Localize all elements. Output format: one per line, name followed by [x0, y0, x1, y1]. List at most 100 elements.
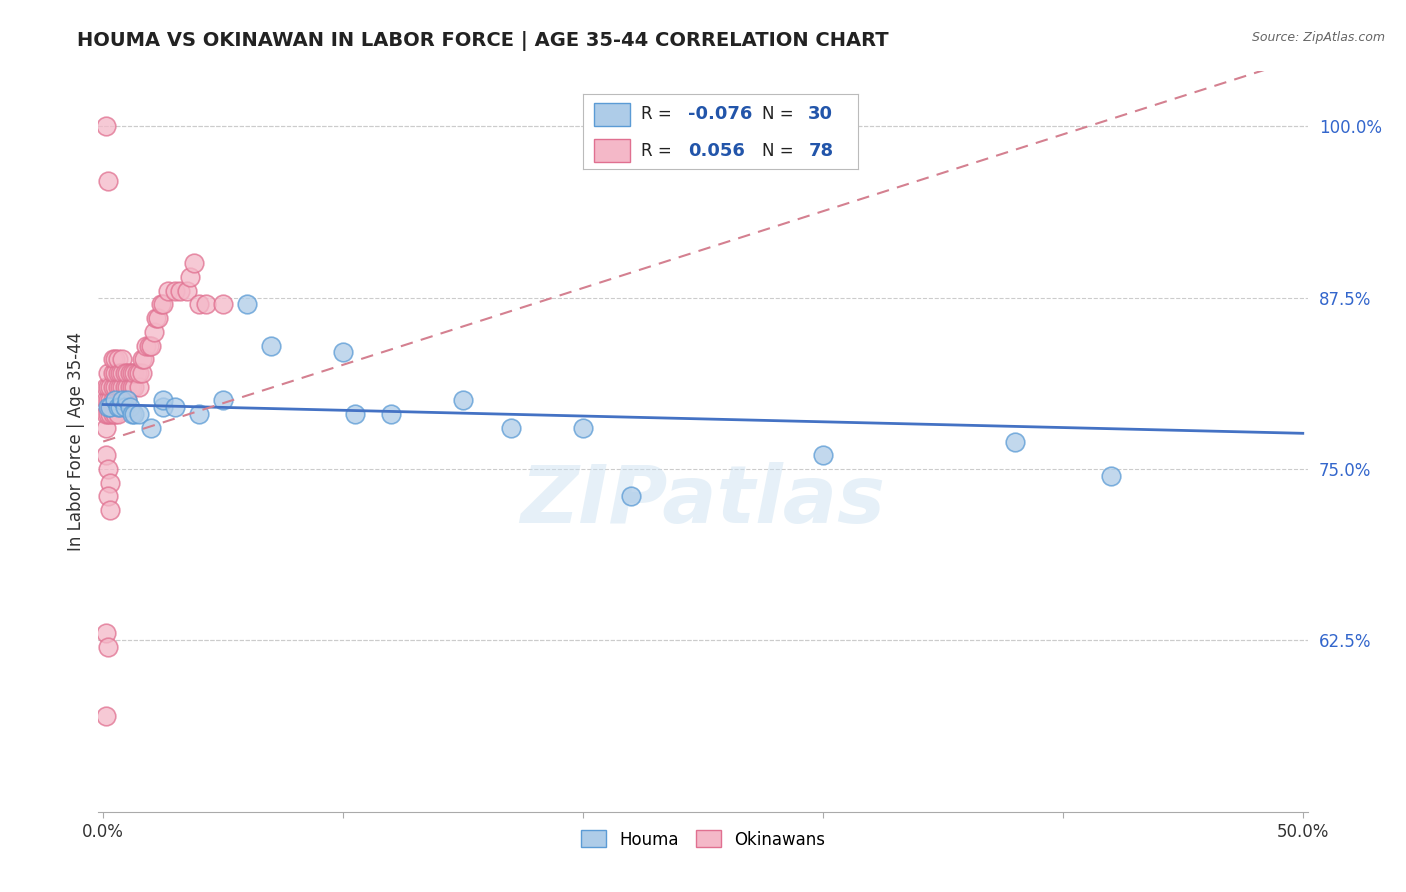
Point	[132, 352, 155, 367]
Point	[115, 393, 138, 408]
Point	[94, 708, 117, 723]
Text: R =: R =	[641, 105, 678, 123]
Point	[97, 393, 120, 408]
Bar	[595, 139, 630, 161]
Point	[94, 380, 117, 394]
Point	[188, 297, 211, 311]
Point	[101, 380, 124, 394]
Point	[104, 380, 127, 394]
Point	[108, 380, 131, 394]
Point	[97, 489, 120, 503]
Point	[124, 380, 146, 394]
Point	[332, 345, 354, 359]
Y-axis label: In Labor Force | Age 35-44: In Labor Force | Age 35-44	[66, 332, 84, 551]
Point	[94, 421, 117, 435]
Text: N =: N =	[762, 105, 799, 123]
Point	[115, 380, 138, 394]
Point	[118, 401, 141, 415]
Point	[380, 407, 402, 421]
Point	[108, 366, 131, 380]
Point	[152, 297, 174, 311]
Point	[108, 393, 131, 408]
Point	[118, 380, 141, 394]
Point	[104, 366, 127, 380]
Point	[148, 311, 170, 326]
Point	[107, 401, 129, 415]
Point	[100, 503, 122, 517]
Point	[156, 284, 179, 298]
Point	[344, 407, 367, 421]
Point	[107, 352, 129, 367]
Point	[141, 338, 163, 352]
Point	[165, 401, 187, 415]
Point	[131, 366, 153, 380]
Point	[121, 380, 143, 394]
Text: -0.076: -0.076	[688, 105, 752, 123]
Point	[179, 270, 201, 285]
Text: R =: R =	[641, 142, 678, 160]
Point	[97, 401, 120, 415]
Text: N =: N =	[762, 142, 799, 160]
Point	[111, 352, 134, 367]
Point	[101, 366, 124, 380]
Point	[104, 393, 127, 408]
Point	[128, 366, 150, 380]
Point	[107, 366, 129, 380]
Point	[97, 366, 120, 380]
Point	[183, 256, 205, 270]
Point	[572, 421, 595, 435]
Point	[131, 352, 153, 367]
Point	[128, 407, 150, 421]
Point	[188, 407, 211, 421]
Point	[104, 352, 127, 367]
Point	[169, 284, 191, 298]
Point	[94, 448, 117, 462]
Text: Source: ZipAtlas.com: Source: ZipAtlas.com	[1251, 31, 1385, 45]
Point	[101, 352, 124, 367]
Point	[121, 407, 143, 421]
Point	[107, 380, 129, 394]
Point	[114, 366, 136, 380]
Point	[811, 448, 834, 462]
Point	[195, 297, 218, 311]
Point	[94, 393, 117, 408]
Point	[115, 366, 138, 380]
Bar	[595, 103, 630, 126]
Text: 0.056: 0.056	[688, 142, 745, 160]
Point	[114, 401, 136, 415]
Point	[94, 626, 117, 640]
Text: 30: 30	[808, 105, 834, 123]
Point	[97, 462, 120, 476]
Point	[149, 297, 172, 311]
Text: 78: 78	[808, 142, 834, 160]
Point	[107, 407, 129, 421]
Point	[138, 338, 160, 352]
Point	[1004, 434, 1026, 449]
Text: ZIPatlas: ZIPatlas	[520, 462, 886, 540]
Point	[176, 284, 198, 298]
Point	[118, 366, 141, 380]
Point	[128, 380, 150, 394]
Point	[97, 174, 120, 188]
Point	[121, 366, 143, 380]
Point	[97, 640, 120, 655]
Point	[94, 119, 117, 133]
Point	[104, 393, 127, 408]
Point	[111, 380, 134, 394]
Point	[107, 393, 129, 408]
Point	[114, 380, 136, 394]
Point	[100, 407, 122, 421]
Point	[100, 393, 122, 408]
Text: HOUMA VS OKINAWAN IN LABOR FORCE | AGE 35-44 CORRELATION CHART: HOUMA VS OKINAWAN IN LABOR FORCE | AGE 3…	[77, 31, 889, 51]
Point	[260, 338, 283, 352]
Point	[104, 407, 127, 421]
Point	[152, 393, 174, 408]
Point	[125, 366, 148, 380]
Point	[108, 401, 131, 415]
Point	[451, 393, 474, 408]
Point	[135, 338, 157, 352]
Point	[100, 401, 122, 415]
Point	[142, 325, 165, 339]
Point	[124, 366, 146, 380]
Point	[141, 421, 163, 435]
